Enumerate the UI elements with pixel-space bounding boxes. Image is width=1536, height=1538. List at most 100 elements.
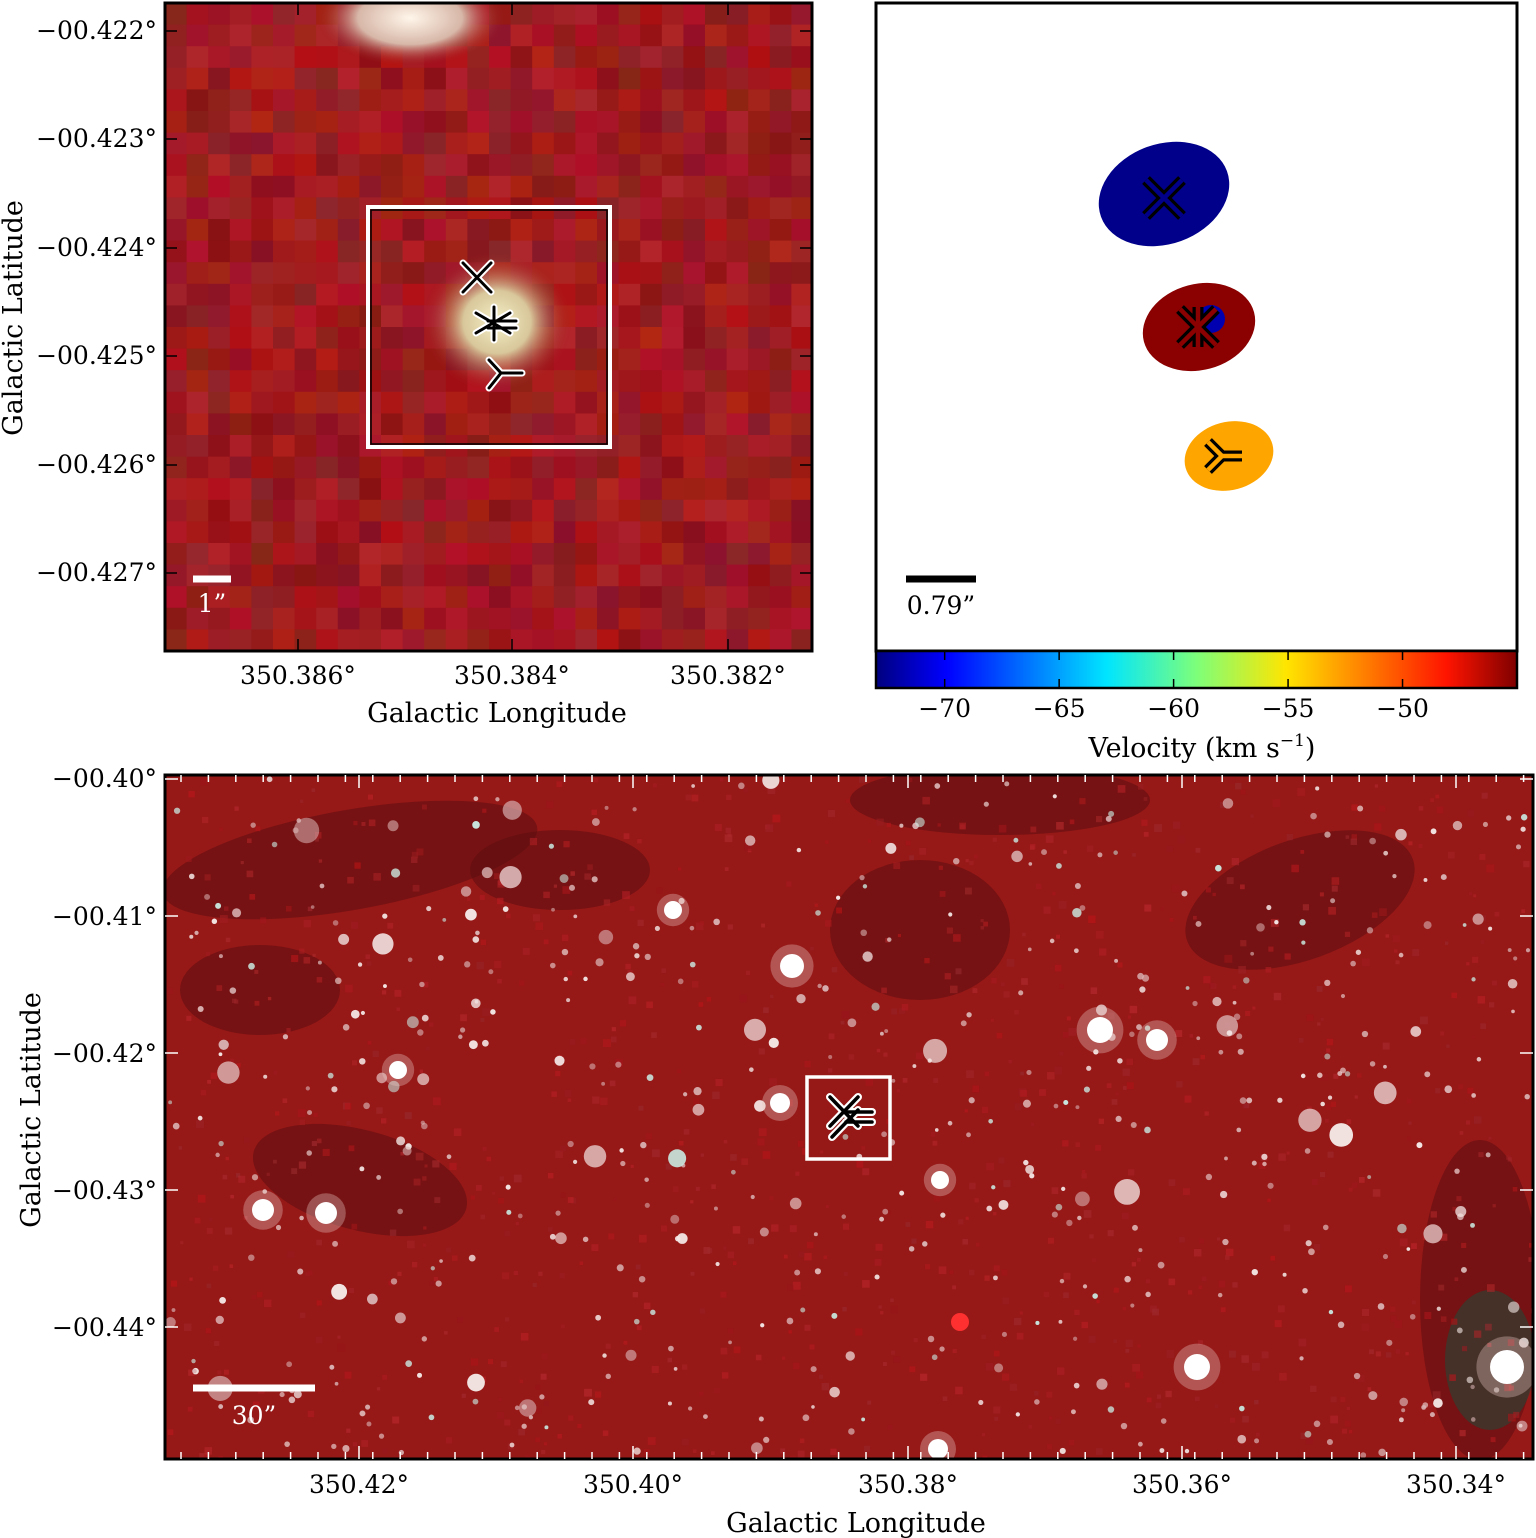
image-pixel bbox=[294, 283, 317, 306]
star bbox=[1507, 978, 1518, 989]
image-pixel bbox=[186, 24, 209, 47]
image-pixel bbox=[532, 67, 555, 90]
noise-pixel bbox=[361, 821, 366, 826]
star bbox=[467, 1373, 485, 1392]
star bbox=[1410, 1026, 1422, 1037]
noise-pixel bbox=[1195, 847, 1201, 853]
star bbox=[1337, 1071, 1343, 1076]
star bbox=[1138, 1248, 1143, 1253]
noise-pixel bbox=[677, 1069, 681, 1073]
image-pixel bbox=[683, 262, 706, 285]
image-pixel bbox=[748, 132, 771, 155]
image-pixel bbox=[337, 521, 360, 544]
star bbox=[459, 1027, 466, 1033]
noise-pixel bbox=[199, 1453, 208, 1459]
noise-pixel bbox=[901, 1003, 909, 1011]
star bbox=[1184, 1448, 1190, 1454]
star bbox=[514, 1405, 520, 1411]
star bbox=[1224, 1156, 1228, 1161]
star bbox=[464, 961, 471, 968]
star bbox=[986, 1205, 993, 1212]
star bbox=[563, 976, 568, 982]
image-pixel bbox=[208, 348, 231, 371]
noise-pixel bbox=[661, 920, 665, 924]
star bbox=[1301, 940, 1306, 945]
star bbox=[332, 1240, 339, 1247]
image-pixel bbox=[337, 154, 360, 177]
image-pixel bbox=[424, 154, 447, 177]
star bbox=[884, 1029, 889, 1034]
star bbox=[310, 905, 315, 909]
star bbox=[191, 1358, 196, 1364]
image-pixel bbox=[532, 564, 555, 587]
noise-pixel bbox=[291, 955, 299, 963]
image-pixel bbox=[769, 175, 792, 198]
noise-pixel bbox=[487, 1359, 493, 1365]
noise-pixel bbox=[761, 923, 765, 928]
star bbox=[1027, 947, 1032, 952]
dark-cloud bbox=[180, 945, 340, 1035]
image-pixel bbox=[553, 391, 576, 414]
star bbox=[509, 1442, 515, 1448]
noise-pixel bbox=[229, 1264, 234, 1268]
star bbox=[751, 1442, 763, 1455]
noise-pixel bbox=[1351, 1182, 1358, 1189]
star bbox=[360, 1010, 365, 1015]
image-pixel bbox=[489, 456, 512, 479]
noise-pixel bbox=[347, 876, 354, 884]
star bbox=[625, 1349, 637, 1361]
image-pixel bbox=[251, 197, 274, 220]
star bbox=[1124, 1275, 1131, 1283]
image-pixel bbox=[424, 391, 447, 414]
noise-pixel bbox=[905, 840, 911, 846]
image-pixel bbox=[640, 521, 663, 544]
image-pixel bbox=[748, 89, 771, 112]
star bbox=[319, 883, 325, 889]
noise-pixel bbox=[1137, 1344, 1141, 1348]
star bbox=[1013, 837, 1019, 843]
image-pixel bbox=[705, 413, 728, 436]
noise-pixel bbox=[196, 1120, 205, 1129]
noise-pixel bbox=[1302, 904, 1310, 911]
noise-pixel bbox=[387, 922, 394, 929]
image-pixel bbox=[661, 391, 684, 414]
image-pixel bbox=[705, 262, 728, 285]
noise-pixel bbox=[1242, 1415, 1249, 1423]
star bbox=[1361, 1030, 1369, 1038]
noise-pixel bbox=[303, 919, 312, 928]
star bbox=[1324, 831, 1331, 838]
image-pixel bbox=[467, 521, 490, 544]
noise-pixel bbox=[513, 1270, 519, 1276]
noise-pixel bbox=[1319, 892, 1324, 897]
noise-pixel bbox=[1356, 1073, 1362, 1078]
tl-ytick-2: −00.423° bbox=[36, 124, 157, 153]
image-pixel bbox=[316, 175, 339, 198]
noise-pixel bbox=[219, 915, 228, 924]
noise-pixel bbox=[1252, 1006, 1256, 1010]
noise-pixel bbox=[217, 1370, 222, 1375]
noise-pixel bbox=[382, 1374, 388, 1380]
noise-pixel bbox=[1239, 884, 1245, 890]
image-pixel bbox=[165, 89, 188, 112]
noise-pixel bbox=[382, 1448, 388, 1454]
noise-pixel bbox=[656, 887, 663, 894]
image-pixel bbox=[186, 499, 209, 522]
image-pixel bbox=[748, 521, 771, 544]
star bbox=[366, 1421, 372, 1427]
star bbox=[953, 857, 960, 865]
noise-pixel bbox=[1399, 1238, 1408, 1247]
image-pixel bbox=[359, 564, 382, 587]
image-pixel bbox=[337, 197, 360, 220]
noise-pixel bbox=[1459, 1430, 1466, 1437]
noise-pixel bbox=[1261, 1351, 1269, 1359]
image-pixel bbox=[273, 391, 296, 414]
image-pixel bbox=[575, 154, 598, 177]
noise-pixel bbox=[238, 1175, 246, 1183]
noise-pixel bbox=[1000, 982, 1005, 987]
star bbox=[591, 876, 598, 883]
star bbox=[1239, 1097, 1247, 1104]
noise-pixel bbox=[1095, 1448, 1103, 1455]
star bbox=[250, 822, 256, 828]
image-pixel bbox=[424, 132, 447, 155]
noise-pixel bbox=[479, 894, 485, 900]
